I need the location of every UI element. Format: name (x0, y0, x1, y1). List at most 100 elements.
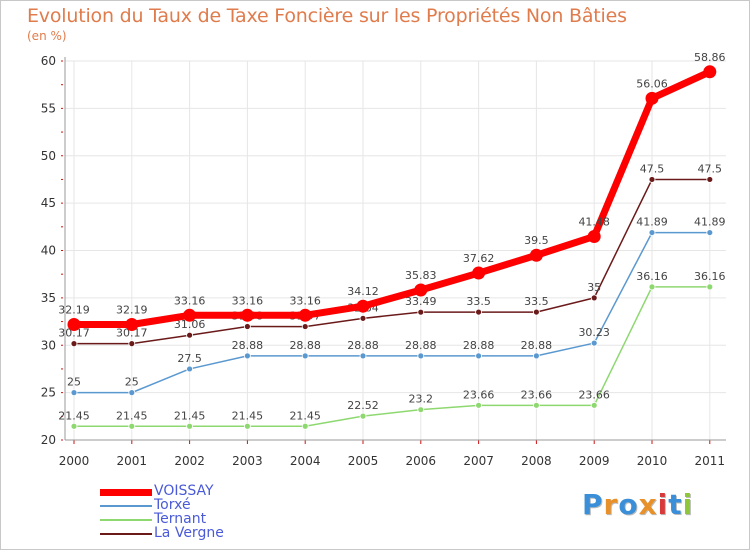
legend-swatch (100, 505, 152, 507)
data-point (359, 412, 367, 420)
x-tick-label: 2007 (463, 454, 494, 468)
y-tick-label: 45 (41, 196, 56, 210)
data-point (356, 299, 370, 313)
data-point (475, 308, 483, 316)
data-point (533, 352, 540, 360)
data-label: 41.89 (636, 216, 668, 229)
data-label: 25 (125, 376, 139, 389)
x-tick-label: 2000 (59, 454, 90, 468)
series-line-voissay (74, 68, 712, 328)
data-point (186, 331, 194, 339)
data-label: 33.49 (405, 295, 437, 308)
data-label: 23.66 (521, 388, 553, 401)
data-point (70, 422, 78, 430)
data-label: 21.45 (289, 409, 321, 422)
x-tick-label: 2004 (290, 454, 321, 468)
legend-label: Torxé (154, 497, 191, 513)
data-label: 27.5 (177, 352, 202, 365)
data-point (243, 352, 251, 360)
data-point (359, 352, 367, 360)
data-label: 25 (67, 376, 81, 389)
data-point (587, 229, 601, 243)
y-tick-label: 40 (41, 244, 56, 258)
data-point (706, 176, 714, 183)
data-label: 30.17 (116, 327, 148, 340)
data-point (590, 294, 598, 302)
legend-label: Ternant (154, 511, 207, 527)
data-label: 35 (587, 281, 601, 294)
data-label: 58.86 (694, 51, 726, 64)
logo-letter: t (668, 488, 683, 521)
data-label: 21.45 (174, 409, 206, 422)
data-point (475, 401, 483, 409)
data-point (475, 352, 483, 360)
data-point (70, 340, 78, 348)
data-point (414, 283, 428, 297)
data-label: 56.06 (636, 77, 668, 90)
data-label: 36.16 (636, 270, 668, 283)
x-tick-label: 2011 (695, 454, 726, 468)
y-tick-label: 35 (41, 291, 56, 305)
data-point (301, 323, 309, 330)
data-label: 21.45 (232, 409, 264, 422)
data-point (128, 340, 136, 348)
logo-letter: r (603, 488, 619, 521)
data-point (645, 91, 659, 105)
data-point (70, 389, 78, 397)
series-line-la-vergne (74, 178, 710, 345)
y-tick-label: 50 (41, 149, 56, 163)
legend-label: VOISSAY (154, 483, 214, 499)
data-label: 21.45 (116, 409, 148, 422)
data-point (417, 308, 425, 316)
data-label: 23.66 (578, 388, 610, 401)
y-axis-label: (en %) (27, 29, 67, 43)
data-label: 28.88 (289, 339, 321, 352)
data-point (240, 308, 254, 322)
y-tick-label: 30 (41, 338, 56, 352)
y-tick-label: 20 (41, 433, 56, 447)
data-point (706, 229, 714, 236)
data-point (648, 283, 656, 291)
data-point (648, 176, 656, 183)
data-point (359, 314, 367, 322)
data-point (529, 248, 543, 262)
data-point (472, 266, 486, 280)
legend-swatch (100, 519, 152, 521)
data-label: 39.5 (524, 234, 549, 247)
data-label: 36.16 (694, 270, 726, 283)
y-tick-label: 55 (41, 101, 56, 115)
data-label: 34.12 (347, 285, 379, 298)
series-line-torxé (74, 231, 710, 394)
data-label: 33.5 (524, 295, 549, 308)
legend-label: La Vergne (154, 525, 224, 541)
x-tick-label: 2009 (579, 454, 610, 468)
data-label: 28.88 (463, 339, 495, 352)
legend-swatch (100, 533, 152, 535)
data-point (590, 339, 598, 347)
data-label: 28.88 (521, 339, 553, 352)
data-point (301, 352, 309, 360)
data-label: 28.88 (347, 339, 379, 352)
data-point (243, 422, 251, 430)
data-point (186, 365, 194, 373)
data-label: 33.5 (466, 295, 491, 308)
logo-letter: o (618, 488, 639, 521)
chart-title: Evolution du Taux de Taxe Foncière sur l… (27, 5, 627, 27)
data-label: 33.16 (232, 294, 264, 307)
data-point (533, 401, 540, 409)
x-tick-label: 2006 (406, 454, 437, 468)
data-label: 23.2 (409, 393, 434, 406)
logo-letter: x (638, 488, 658, 521)
y-tick-label: 60 (41, 54, 56, 68)
data-point (183, 308, 197, 322)
data-point (648, 229, 656, 236)
data-point (706, 283, 714, 291)
data-label: 33.16 (289, 294, 321, 307)
data-label: 28.88 (232, 339, 264, 352)
logo-letter: P (582, 488, 604, 521)
x-tick-label: 2008 (521, 454, 552, 468)
logo-letter: i (682, 488, 694, 521)
data-label: 23.66 (463, 388, 495, 401)
